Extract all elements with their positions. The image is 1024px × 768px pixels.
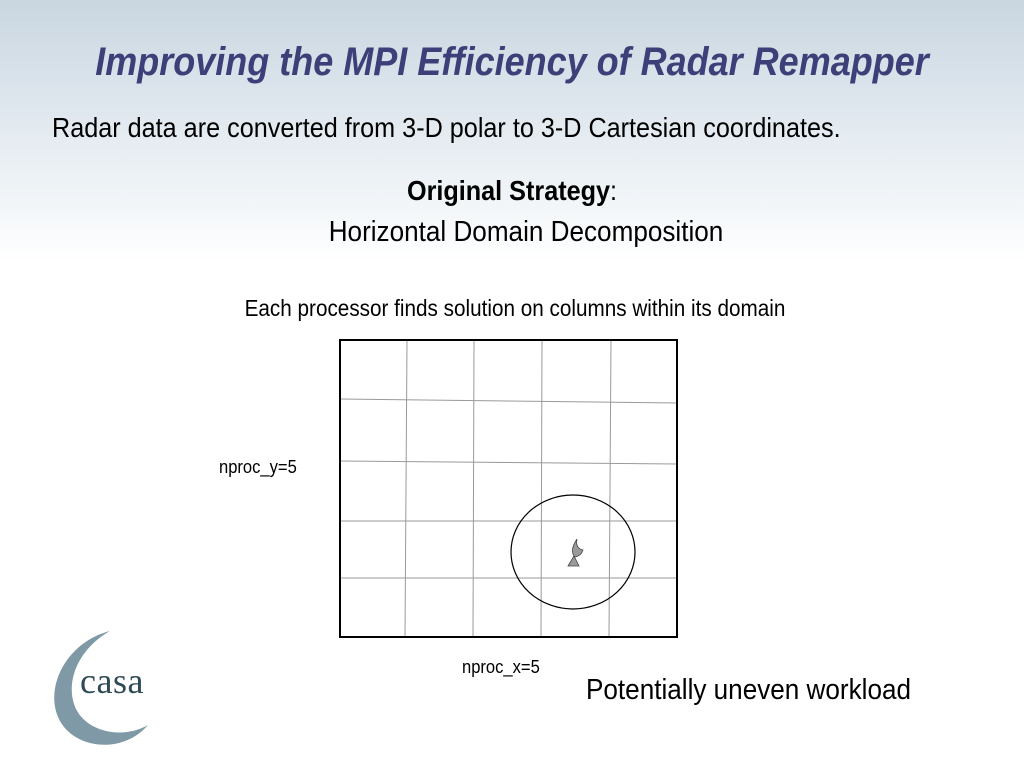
radar-antenna-icon: [567, 538, 584, 567]
grid-line-v2: [472, 339, 475, 638]
slide-title: Improving the MPI Efficiency of Radar Re…: [95, 40, 929, 84]
domain-border: [339, 339, 678, 638]
description: Each processor finds solution on columns…: [244, 295, 786, 321]
grid-line-v1: [404, 339, 408, 638]
strategy-colon: :: [610, 175, 618, 206]
subtitle: Radar data are converted from 3-D polar …: [52, 112, 841, 143]
grid-line-v3: [540, 339, 543, 638]
nproc-x-label: nproc_x=5: [462, 657, 540, 677]
grid-line-h2: [339, 460, 678, 465]
strategy-name: Horizontal Domain Decomposition: [328, 216, 724, 248]
grid-lines: [339, 339, 678, 638]
grid-line-v4: [608, 339, 612, 638]
strategy-label-bold: Original Strategy: [406, 175, 611, 206]
radar-coverage-circle: [510, 494, 636, 610]
workload-note: Potentially uneven workload: [586, 674, 912, 706]
casa-logo-swoosh-icon: [54, 631, 148, 745]
grid-line-h1: [339, 398, 678, 404]
casa-logo-text: casa: [80, 661, 144, 701]
strategy-label: Original Strategy:: [51, 175, 973, 207]
nproc-y-label: nproc_y=5: [219, 457, 297, 477]
